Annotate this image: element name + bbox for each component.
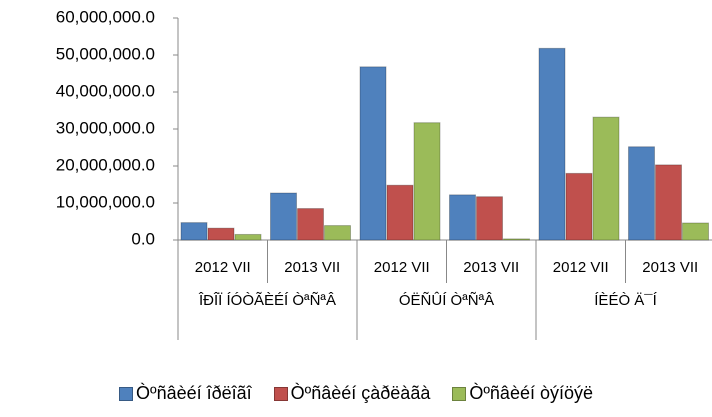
bar [503, 238, 530, 241]
bar [180, 222, 208, 241]
group-label: ÎÐÎÏ ÍÓÒÃÈÉÍ ÒªÑªÂ [199, 292, 336, 309]
x-tick-label: 2013 VII [284, 259, 340, 276]
bar [324, 225, 351, 241]
y-tick-label: 60,000,000.0 [56, 7, 155, 26]
x-tick-label: 2012 VII [374, 259, 430, 276]
y-tick-label: 40,000,000.0 [56, 81, 155, 100]
legend-item: Òºñâèéí òýíöýë [452, 383, 593, 404]
y-tick-label: 0.0 [131, 229, 155, 248]
group-label: ÍÈÉÒ Ä¯Í [594, 292, 657, 309]
bar [207, 227, 235, 241]
legend-item: Òºñâèéí îðëîãî [119, 383, 252, 404]
legend-item: Òºñâèéí çàðëàãà [273, 383, 431, 404]
bar [297, 208, 324, 241]
x-tick-label: 2013 VII [463, 259, 519, 276]
legend-swatch [452, 386, 467, 401]
bar [449, 194, 476, 241]
bar [682, 222, 709, 241]
x-tick-label: 2013 VII [642, 259, 698, 276]
bar [628, 146, 655, 241]
bar [476, 196, 503, 241]
bar [655, 164, 682, 241]
bar [270, 192, 297, 241]
bar [538, 47, 566, 241]
y-tick-label: 10,000,000.0 [56, 192, 155, 211]
bar [359, 66, 387, 241]
x-tick-label: 2012 VII [195, 259, 251, 276]
legend-swatch [119, 386, 133, 401]
legend-label: Òºñâèéí çàðëàãà [290, 383, 431, 403]
bar [592, 116, 620, 241]
y-tick-label: 20,000,000.0 [56, 155, 155, 174]
legend-label: Òºñâèéí îðëîãî [136, 383, 252, 403]
legend-swatch [273, 386, 288, 401]
y-tick-label: 50,000,000.0 [56, 44, 155, 63]
bar [386, 184, 414, 241]
legend: Òºñâèéí îðëîãî Òºñâèéí çàðëàãà Òºñâèéí òýí… [0, 383, 712, 404]
bar [413, 122, 441, 241]
x-tick-label: 2012 VII [553, 259, 609, 276]
bar [565, 172, 593, 241]
bar [234, 233, 262, 241]
y-tick-label: 30,000,000.0 [56, 118, 155, 137]
legend-label: Òºñâèéí òýíöýë [469, 383, 593, 403]
group-label: ÓËÑÛÍ ÒªÑªÂ [398, 292, 495, 309]
